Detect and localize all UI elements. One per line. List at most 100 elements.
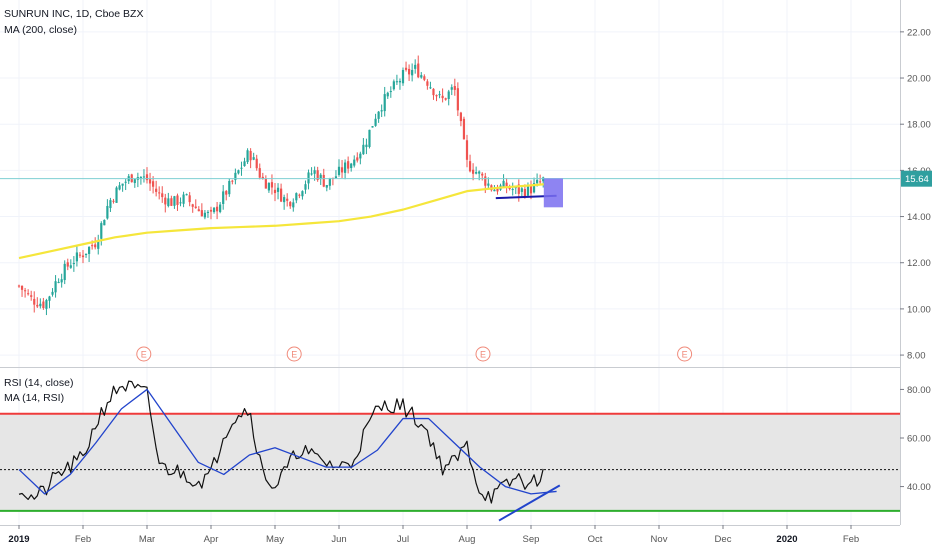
candle-body[interactable]: [343, 162, 347, 173]
candle-body[interactable]: [380, 110, 383, 112]
candle-body[interactable]: [42, 301, 45, 309]
candle-body[interactable]: [57, 281, 60, 283]
candle-body[interactable]: [66, 262, 69, 267]
candle-body[interactable]: [243, 161, 246, 167]
candle-body[interactable]: [33, 298, 36, 305]
candle-body[interactable]: [453, 86, 456, 90]
candle-body[interactable]: [520, 188, 523, 192]
candle-body[interactable]: [462, 118, 466, 140]
candle-body[interactable]: [63, 263, 66, 281]
earnings-marker[interactable]: E: [475, 346, 491, 362]
candle-body[interactable]: [161, 193, 164, 198]
candle-body[interactable]: [69, 265, 72, 268]
candle-body[interactable]: [404, 67, 408, 70]
chart-title[interactable]: SUNRUN INC, 1D, Cboe BZX: [4, 8, 143, 20]
candle-body[interactable]: [222, 191, 225, 205]
candle-body[interactable]: [295, 193, 298, 201]
candle-body[interactable]: [484, 176, 487, 186]
candle-body[interactable]: [347, 161, 350, 169]
earnings-marker[interactable]: E: [677, 346, 693, 362]
candle-body[interactable]: [109, 200, 112, 209]
candle-body[interactable]: [325, 184, 328, 188]
candle-body[interactable]: [118, 185, 121, 190]
candle-body[interactable]: [487, 183, 490, 186]
candle-body[interactable]: [206, 211, 210, 213]
candle-body[interactable]: [313, 170, 316, 174]
candle-body[interactable]: [215, 206, 219, 212]
candle-body[interactable]: [362, 144, 365, 155]
candle-body[interactable]: [478, 171, 481, 174]
candle-body[interactable]: [517, 184, 520, 194]
candle-body[interactable]: [264, 179, 267, 189]
candle-body[interactable]: [459, 112, 463, 122]
candle-body[interactable]: [395, 81, 399, 83]
candle-body[interactable]: [258, 168, 261, 178]
candle-body[interactable]: [377, 111, 380, 119]
candle-body[interactable]: [54, 281, 57, 293]
candle-body[interactable]: [447, 91, 450, 99]
candle-body[interactable]: [151, 181, 155, 187]
candle-body[interactable]: [75, 252, 79, 262]
candle-body[interactable]: [142, 176, 146, 178]
candle-body[interactable]: [23, 290, 27, 292]
candle-body[interactable]: [292, 202, 295, 208]
candle-body[interactable]: [240, 167, 243, 169]
candle-body[interactable]: [81, 255, 85, 258]
candle-body[interactable]: [36, 304, 39, 307]
candle-body[interactable]: [237, 170, 240, 174]
candle-body[interactable]: [246, 150, 249, 163]
candle-body[interactable]: [414, 64, 417, 69]
candle-body[interactable]: [228, 181, 231, 195]
candle-body[interactable]: [283, 197, 286, 203]
rsi-ma-line[interactable]: [18, 388, 557, 495]
candle-body[interactable]: [340, 167, 344, 173]
highlight-box[interactable]: [543, 178, 563, 208]
candle-body[interactable]: [179, 202, 182, 204]
candle-body[interactable]: [304, 184, 307, 190]
candle-body[interactable]: [316, 170, 319, 180]
candle-body[interactable]: [139, 177, 143, 179]
ma-200-line[interactable]: [18, 183, 544, 260]
candle-body[interactable]: [100, 223, 103, 239]
candle-body[interactable]: [511, 189, 514, 191]
candle-body[interactable]: [319, 174, 322, 180]
candle-body[interactable]: [535, 179, 539, 184]
candle-body[interactable]: [359, 153, 362, 159]
candle-body[interactable]: [353, 159, 356, 166]
candle-body[interactable]: [48, 296, 51, 301]
candle-body[interactable]: [273, 189, 277, 194]
candle-body[interactable]: [231, 180, 234, 182]
candle-body[interactable]: [371, 126, 374, 128]
candle-body[interactable]: [112, 200, 115, 202]
candle-body[interactable]: [307, 172, 310, 184]
candle-body[interactable]: [383, 94, 386, 112]
candle-body[interactable]: [106, 205, 109, 219]
candle-body[interactable]: [267, 182, 271, 191]
ma-legend[interactable]: MA (200, close): [4, 24, 77, 36]
candle-body[interactable]: [17, 285, 21, 287]
candle-body[interactable]: [420, 75, 423, 78]
candle-body[interactable]: [255, 158, 258, 169]
candle-body[interactable]: [121, 183, 124, 186]
candle-body[interactable]: [429, 87, 432, 89]
candle-body[interactable]: [158, 192, 161, 194]
candle-body[interactable]: [167, 198, 170, 207]
earnings-marker[interactable]: E: [286, 346, 302, 362]
candle-body[interactable]: [356, 157, 359, 161]
candle-body[interactable]: [423, 76, 426, 80]
candle-body[interactable]: [148, 179, 152, 184]
candle-body[interactable]: [456, 88, 459, 111]
candle-body[interactable]: [279, 188, 283, 202]
candle-body[interactable]: [365, 144, 368, 148]
rsi-trendline[interactable]: [498, 484, 561, 522]
candle-body[interactable]: [212, 207, 216, 213]
candle-body[interactable]: [386, 92, 389, 97]
candle-body[interactable]: [289, 201, 292, 207]
candle-body[interactable]: [417, 63, 420, 78]
candle-body[interactable]: [444, 98, 447, 100]
candle-body[interactable]: [133, 179, 136, 184]
candle-body[interactable]: [249, 150, 252, 161]
candle-body[interactable]: [219, 204, 222, 212]
candle-body[interactable]: [392, 81, 395, 90]
